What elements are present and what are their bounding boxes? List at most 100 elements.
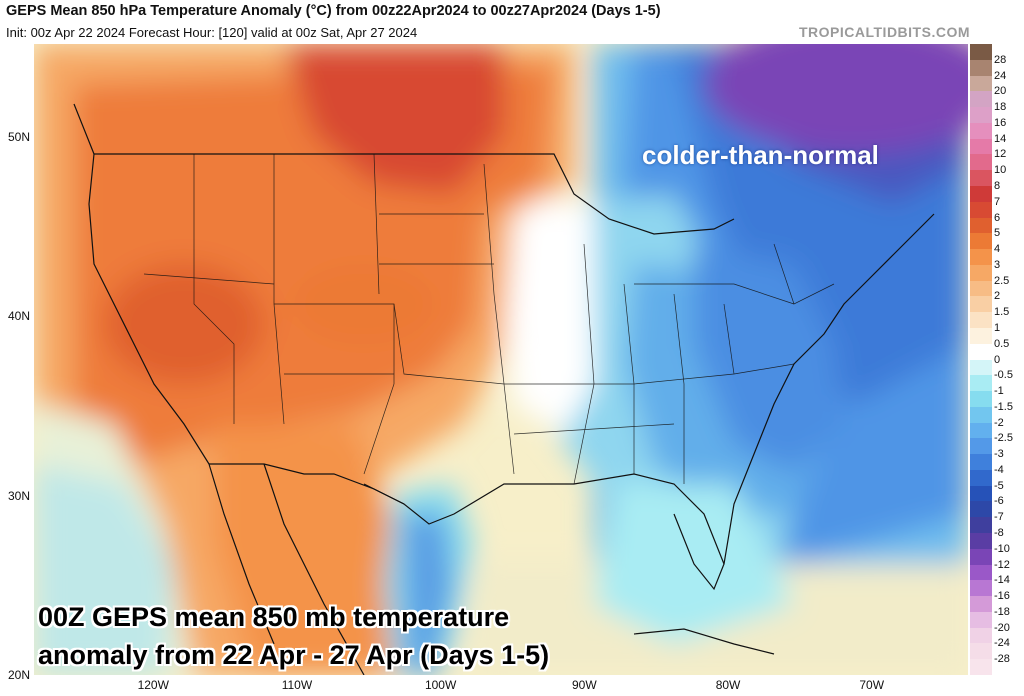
colorbar-cell <box>970 596 992 613</box>
colorbar-cell <box>970 469 992 487</box>
colorbar-cell <box>970 75 992 92</box>
colorbar-cell <box>970 201 992 219</box>
colorbar-label: -3 <box>994 448 1004 461</box>
colorbar-cell <box>970 327 992 345</box>
colorbar-label: -6 <box>994 495 1004 508</box>
colorbar-cell <box>970 296 992 313</box>
anomaly-field <box>34 44 968 675</box>
colorbar-cell <box>970 406 992 424</box>
colorbar-cell <box>970 59 992 77</box>
colorbar-label: 1.5 <box>994 306 1010 319</box>
colorbar-label: -24 <box>994 637 1010 650</box>
mexico-border <box>209 463 405 505</box>
colorbar-cell <box>970 44 992 61</box>
colder-than-normal-label: colder-than-normal <box>642 140 879 170</box>
state-lines <box>143 153 835 485</box>
colorbar-label: 14 <box>994 132 1007 145</box>
colorbar-labels: 28 24 20 18 16 14 12 10 8 7 6 5 4 3 2.5 2 1.5 1 0.5 0 -0.5 -1… <box>992 44 1024 675</box>
lat-label-30n: 30N <box>7 488 30 503</box>
colorbar-cell <box>970 375 992 392</box>
colorbar-label: 7 <box>994 195 1001 208</box>
cuba <box>633 628 775 655</box>
colorbar-label: 24 <box>994 69 1007 82</box>
colorbar-cell <box>970 264 992 282</box>
colorbar-cell <box>970 359 992 376</box>
colorbar-label: -1 <box>994 385 1004 398</box>
colorbar-cell <box>970 391 992 408</box>
colorbar-label: -2 <box>994 416 1004 429</box>
mexico-west-coast <box>263 463 365 675</box>
colorbar-label: 12 <box>994 148 1007 161</box>
colorbar-cell <box>970 580 992 597</box>
lat-label-50n: 50N <box>7 130 30 145</box>
colorbar-label: 18 <box>994 101 1007 114</box>
colorbar-label: 20 <box>994 85 1007 98</box>
west-coast <box>73 103 210 465</box>
colorbar-label: -5 <box>994 479 1004 492</box>
map-caption: 00Z GEPS mean 850 mb temperature anomaly… <box>38 598 549 674</box>
colorbar <box>970 44 992 675</box>
colorbar-label: 4 <box>994 243 1001 256</box>
colorbar-cell <box>970 564 992 581</box>
colorbar-cell <box>970 249 992 266</box>
longitude-axis: 120W 110W 100W 90W 80W 70W <box>34 678 968 696</box>
colorbar-cell <box>970 107 992 124</box>
colorbar-label: -2.5 <box>994 432 1013 445</box>
colorbar-label: 8 <box>994 179 1001 192</box>
colorbar-label: 16 <box>994 116 1007 129</box>
colorbar-label: -28 <box>994 653 1010 666</box>
colorbar-label: -4 <box>994 463 1004 476</box>
colorbar-cell <box>970 185 992 203</box>
colorbar-cell <box>970 91 992 108</box>
colorbar-cell <box>970 280 992 297</box>
caption-line-1: 00Z GEPS mean 850 mb temperature <box>38 602 510 632</box>
init-info: Init: 00z Apr 22 2024 Forecast Hour: [12… <box>6 25 418 40</box>
lon-label-120w: 120W <box>137 678 169 692</box>
colorbar-cell <box>970 438 992 455</box>
colorbar-cell <box>970 627 992 645</box>
colorbar-cell <box>970 312 992 329</box>
colorbar-label: 1 <box>994 321 1001 334</box>
colorbar-label: -12 <box>994 558 1010 571</box>
colorbar-cell <box>970 343 992 361</box>
colorbar-label: -10 <box>994 542 1010 555</box>
colorbar-label: -18 <box>994 605 1010 618</box>
lat-label-40n: 40N <box>7 309 30 324</box>
colorbar-label: -7 <box>994 511 1004 524</box>
site-brand: TROPICALTIDBITS.COM <box>798 24 970 40</box>
lon-label-100w: 100W <box>424 678 457 692</box>
colorbar-label: -16 <box>994 590 1010 603</box>
colorbar-cell <box>970 122 992 140</box>
colorbar-label: 2.5 <box>994 274 1010 287</box>
colorbar-cell <box>970 611 992 629</box>
colorbar-label: -8 <box>994 527 1004 540</box>
colorbar-cell <box>970 454 992 471</box>
colorbar-cell <box>970 154 992 171</box>
lon-label-90w: 90W <box>571 678 597 692</box>
colorbar-label: 10 <box>994 164 1007 177</box>
colorbar-cell <box>970 517 992 534</box>
colorbar-label: -20 <box>994 621 1010 634</box>
lon-label-110w: 110W <box>281 678 313 692</box>
colorbar-cell <box>970 533 992 550</box>
latitude-axis: 50N 40N 30N 20N <box>0 44 34 682</box>
colorbar-label: 0 <box>994 353 1001 366</box>
east-coast <box>723 213 935 565</box>
colorbar-cell <box>970 643 992 660</box>
colorbar-label: 5 <box>994 227 1001 240</box>
caption-line-2: anomaly from 22 Apr - 27 Apr (Days 1-5) <box>38 640 550 670</box>
colorbar-label: -0.5 <box>994 369 1013 382</box>
colorbar-label: 2 <box>994 290 1001 303</box>
colorbar-label: 28 <box>994 53 1007 66</box>
lon-label-70w: 70W <box>859 678 885 692</box>
colorbar-cell <box>970 138 992 156</box>
colorbar-label: 0.5 <box>994 337 1010 350</box>
colorbar-label: 6 <box>994 211 1001 224</box>
baja <box>208 463 275 645</box>
colorbar-label: -14 <box>994 574 1010 587</box>
colorbar-cell <box>970 501 992 518</box>
map-svg <box>34 44 968 675</box>
colorbar-label: -1.5 <box>994 400 1013 413</box>
colorbar-cell <box>970 485 992 503</box>
chart-title: GEPS Mean 850 hPa Temperature Anomaly (°… <box>6 3 661 19</box>
